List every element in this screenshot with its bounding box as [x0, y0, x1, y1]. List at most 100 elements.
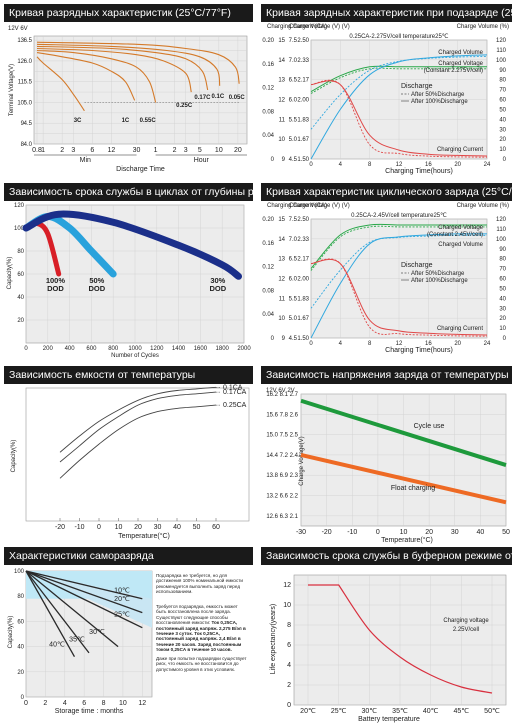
label-charged-voltage: Charged Voltage	[438, 61, 483, 67]
life-label: Charging voltage	[443, 618, 489, 624]
discharge-curve-0.25C	[36, 47, 192, 93]
y-axis-label: Terminal Voltage(V)	[9, 64, 15, 116]
y-tick-6v: 6.3	[280, 514, 289, 520]
axis-header-volume: Charge Volume (%)	[457, 24, 509, 30]
y-tick-volume: 40	[499, 296, 506, 302]
y-tick-6v: 5.5	[289, 117, 298, 123]
x-tick-label: 12	[107, 147, 115, 154]
y-tick-cell: 1.67	[297, 316, 309, 322]
y-tick-6v: 7.5	[289, 38, 298, 44]
y-tick-6v: 6.0	[289, 98, 298, 104]
x-tick-label: 6	[90, 147, 94, 154]
y-tick-label: 120	[14, 203, 25, 209]
y-tick-current: 0.12	[262, 86, 274, 92]
float-charge-chart: Charging Current (CA)Charge Voltage (V) …	[262, 24, 509, 175]
y-tick-6v: 4.5	[289, 336, 298, 342]
y-tick-volume: 70	[499, 88, 506, 94]
axis-units: 12V 6V 2V	[266, 388, 295, 394]
current-curve-50	[310, 79, 488, 158]
x-tick-label: 600	[86, 346, 97, 352]
y-tick-label: 10	[17, 100, 24, 106]
plot-area	[33, 35, 248, 145]
y-tick-label: 5.5	[24, 80, 33, 86]
x-tick-label: 0	[24, 346, 28, 352]
y-tick-cell: 1.83	[297, 117, 309, 123]
label-charged-voltage: Charged Voltage	[438, 225, 483, 231]
y-tick-cell: 2.00	[297, 98, 309, 104]
y-tick-current: 0	[271, 336, 275, 342]
dod-label-sub-0: DOD	[47, 284, 64, 293]
y-tick-volume: 80	[499, 257, 506, 263]
y-tick-label: 60	[17, 272, 24, 278]
x-tick-label: 200	[43, 346, 54, 352]
discharge-curve-0.55C	[36, 49, 157, 103]
axis-units: 12V 6V	[8, 26, 28, 32]
self-discharge-panel: Характеристики саморазряда 100 80 60 40 20 0 0…	[4, 547, 253, 719]
capacity-label-0.17CA: 0.17CA	[223, 389, 247, 396]
dod-label-0: 100%	[46, 276, 66, 285]
x-tick-label: 10	[119, 700, 127, 707]
y-tick-cell: 2.50	[297, 217, 309, 223]
y-tick-current: 0.16	[262, 241, 274, 247]
x-tick-label: 3	[184, 147, 188, 154]
x-axis-label: Charging Time(hours)	[385, 168, 453, 175]
y-tick-6v: 5.0	[289, 137, 298, 143]
volume-curve-100	[310, 54, 488, 160]
y-tick-6v: 7.0	[289, 58, 298, 64]
cycle-life-panel: Зависимость срока службы в циклах от глу…	[4, 183, 253, 359]
life-curve	[308, 584, 493, 694]
curve-label-0.1C: 0.1C	[212, 94, 225, 100]
y-tick-label: 4	[287, 662, 291, 669]
y-tick-current: 0	[271, 157, 275, 163]
y-tick-6v: 7.5	[289, 217, 298, 223]
curve-label-0.55C: 0.55C	[140, 118, 157, 124]
x-axis-label: Number of Cycles	[111, 353, 159, 359]
x-axis-label: Discharge Time	[116, 166, 165, 173]
y-tick-volume: 80	[499, 78, 506, 84]
x-tick-label: 6	[82, 700, 86, 707]
y-tick-6v: 5.0	[289, 316, 298, 322]
dod-label-sub-1: DOD	[89, 284, 106, 293]
y-tick-label: 20	[17, 670, 24, 676]
y-tick-2v: 2.3	[290, 473, 299, 479]
panel-title: Характеристики саморазряда	[4, 547, 253, 565]
x-tick-label: 40	[173, 524, 181, 531]
y-tick-6v: 6.5	[289, 257, 298, 263]
y-tick-label: 80	[17, 249, 24, 255]
y-tick-volume: 60	[499, 98, 506, 104]
y-tick-label: 6.5	[24, 38, 33, 44]
temp-voltage-chart: 16.2 8.1 2.7 15.6 7.8 2.6 15.0 7.5 2.5 14.4 7.2 2.4…	[266, 388, 510, 544]
x-tick-label: 25℃	[331, 708, 347, 715]
y-tick-12v: 11	[279, 117, 286, 123]
y-tick-12v: 13	[278, 78, 285, 84]
voltage-curve-100	[310, 223, 487, 269]
y-axis-label: Charge Voltage(V)	[299, 436, 305, 485]
axis-header-current: Charging Current (CA)	[267, 203, 327, 209]
y-tick-2v: 2.1	[290, 514, 299, 520]
y-tick-12v: 15	[278, 38, 285, 44]
dod-label-1: 50%	[89, 276, 104, 285]
x-tick-label: 0	[309, 341, 313, 347]
y-tick-12v: 13.2	[266, 494, 278, 500]
panel-title: Зависимость напряжения заряда от темпера…	[261, 366, 512, 384]
y-tick-label: 5.0	[24, 100, 33, 106]
y-tick-6v: 6.5	[289, 78, 298, 84]
self-discharge-note-3: Даже при попытке подзарядки существует р…	[156, 656, 247, 672]
self-discharge-line-10℃	[25, 570, 143, 600]
curve-label-0.25C: 0.25C	[176, 103, 193, 109]
y-tick-label: 100	[14, 226, 25, 232]
y-tick-12v: 9	[282, 336, 286, 342]
y-tick-12v: 13.8	[266, 473, 278, 479]
y-axis-label: Capacity(%)	[11, 440, 17, 473]
y-tick-label: 4.5	[24, 121, 33, 127]
y-tick-12v: 14	[278, 58, 285, 64]
discharge-panel: Кривая разрядных характеристик (25°C/77°…	[4, 4, 253, 174]
y-tick-6v: 7.0	[289, 237, 298, 243]
life-label-sub: 2.25V/cell	[453, 627, 479, 633]
y-tick-12v: 12.6	[266, 514, 278, 520]
x-tick-label: -10	[347, 529, 357, 536]
temp-capacity-chart: -20 -10 0 10 20 30 40 50 60 Capacity(%) Temperatur…	[11, 384, 250, 540]
voltage-curve-50	[310, 225, 487, 271]
x-tick-label: 800	[108, 346, 119, 352]
